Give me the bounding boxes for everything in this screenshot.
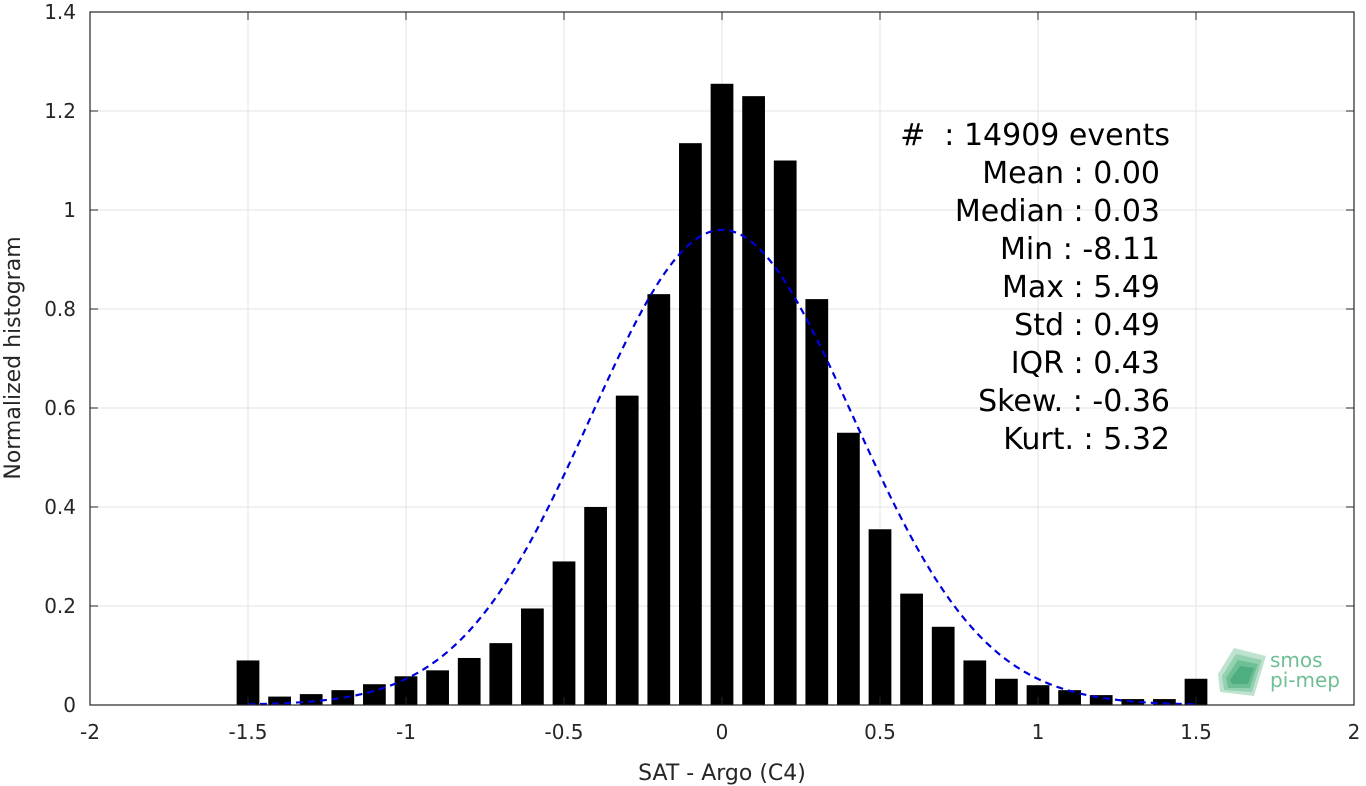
y-tick-label: 0.2 xyxy=(44,594,76,618)
histogram-bar xyxy=(1153,699,1176,705)
histogram-bar xyxy=(710,83,734,705)
histogram-bar xyxy=(837,432,860,705)
gaussian-fit-curve xyxy=(247,228,1197,706)
x-tick-label: 1 xyxy=(1032,720,1045,744)
x-tick-label: -1 xyxy=(396,720,416,744)
x-axis-label: SAT - Argo (C4) xyxy=(638,761,806,786)
y-tick-label: 0.4 xyxy=(44,495,76,519)
logo-line-1: smos xyxy=(1270,648,1323,672)
axis-ticks: -2 -1.5 -1 -0.5 0 0.5 1 1.5 2 0 0.2 0.4 0.6 0.8 1 1.2 1.… xyxy=(44,0,1360,744)
histogram-bar xyxy=(615,395,639,705)
histogram-bar xyxy=(1026,685,1050,705)
histogram-bar xyxy=(647,294,671,705)
histogram-bar xyxy=(331,690,355,705)
histogram-bar xyxy=(584,507,607,705)
y-tick-label: 0.6 xyxy=(44,396,76,420)
histogram-bar xyxy=(1089,695,1113,705)
histogram-bar xyxy=(742,96,765,705)
logo-waves-icon xyxy=(1218,648,1266,696)
histogram-bar xyxy=(1184,678,1208,705)
histogram-bar xyxy=(489,643,513,705)
x-tick-label: -1.5 xyxy=(228,720,267,744)
stat-line: IQR : 0.43 xyxy=(1010,346,1160,381)
histogram-bar xyxy=(995,678,1018,705)
y-axis-label: Normalized histogram xyxy=(1,236,26,479)
y-tick-label: 1.2 xyxy=(44,99,76,123)
histogram-bar xyxy=(457,657,481,705)
x-tick-label: 1.5 xyxy=(1180,720,1212,744)
y-tick-label: 0 xyxy=(63,693,76,717)
stat-line: Max : 5.49 xyxy=(1002,270,1160,305)
stat-line: Kurt. : 5.32 xyxy=(1003,422,1170,457)
histogram-bar xyxy=(521,608,544,705)
y-tick-label: 0.8 xyxy=(44,297,76,321)
x-tick-label: 0.5 xyxy=(864,720,896,744)
x-tick-label: -2 xyxy=(80,720,100,744)
histogram-bar xyxy=(773,160,797,705)
histogram-bar xyxy=(868,529,892,705)
histogram-bar xyxy=(679,143,702,706)
x-tick-label: 2 xyxy=(1348,720,1361,744)
histogram-bar xyxy=(805,299,829,705)
y-tick-label: 1 xyxy=(63,198,76,222)
histogram-bar xyxy=(394,676,418,705)
histogram-bar xyxy=(299,694,323,705)
histogram-bar xyxy=(1058,690,1081,705)
x-tick-label: 0 xyxy=(716,720,729,744)
histogram-bar xyxy=(931,626,955,705)
histogram-bar xyxy=(268,696,291,705)
histogram-bar xyxy=(900,593,923,705)
stat-line: Skew. : -0.36 xyxy=(978,384,1170,419)
x-tick-label: -0.5 xyxy=(544,720,583,744)
stat-line: Min : -8.11 xyxy=(999,232,1160,267)
stat-line: Mean : 0.00 xyxy=(982,156,1160,191)
histogram-bar xyxy=(552,561,576,705)
histogram-bar xyxy=(963,660,987,705)
stat-line: Std : 0.49 xyxy=(1014,308,1160,343)
stat-line: Median : 0.03 xyxy=(954,194,1160,229)
y-tick-label: 1.4 xyxy=(44,0,76,24)
smos-pimep-logo: smos pi-mep xyxy=(1214,644,1354,700)
stat-line: # : 14909 events xyxy=(900,118,1170,153)
logo-line-2: pi-mep xyxy=(1270,668,1340,692)
histogram-bar xyxy=(236,660,260,705)
histogram-bar xyxy=(426,670,449,705)
histogram-bars xyxy=(236,83,1208,706)
